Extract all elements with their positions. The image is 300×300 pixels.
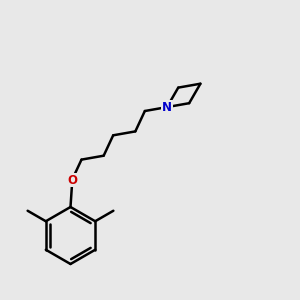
Text: N: N: [162, 100, 172, 114]
Text: O: O: [67, 173, 77, 187]
